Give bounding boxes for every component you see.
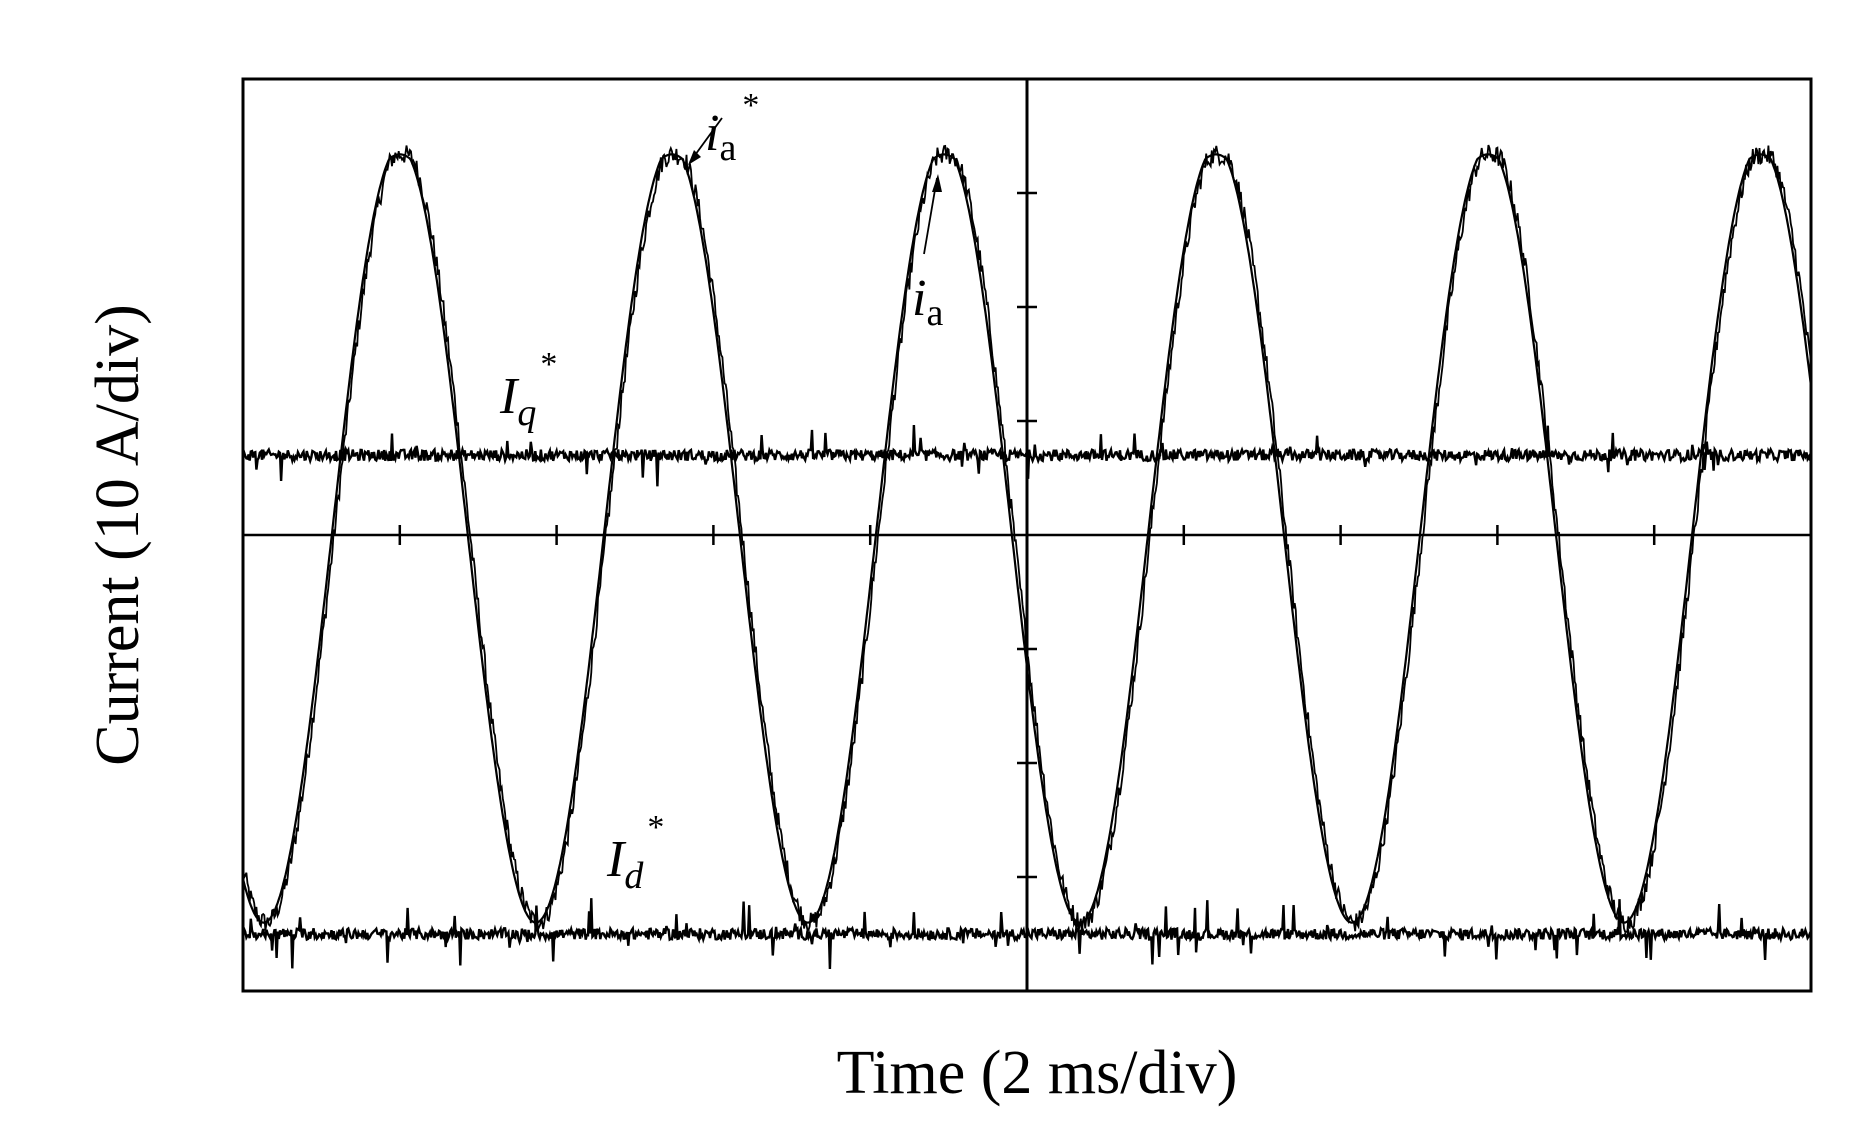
x-axis-label: Time (2 ms/div) (837, 1039, 1238, 1107)
label-ia-star: ia* (705, 87, 759, 169)
traces (241, 144, 1813, 970)
label-ia: ia (912, 270, 943, 334)
annotation-arrows (688, 117, 942, 255)
series-line-iq-star (241, 424, 1813, 487)
tick-marks (398, 191, 1656, 879)
label-iq-star: Iq* (499, 346, 557, 434)
series-line-ia-star (241, 153, 1813, 924)
y-axis-label: Current (10 A/div) (84, 304, 152, 766)
label-id-star: Id* (606, 809, 664, 897)
arrow-ia-star-head (688, 150, 701, 165)
arrow-ia-head (932, 174, 942, 192)
series-line-id-star (241, 898, 1813, 970)
